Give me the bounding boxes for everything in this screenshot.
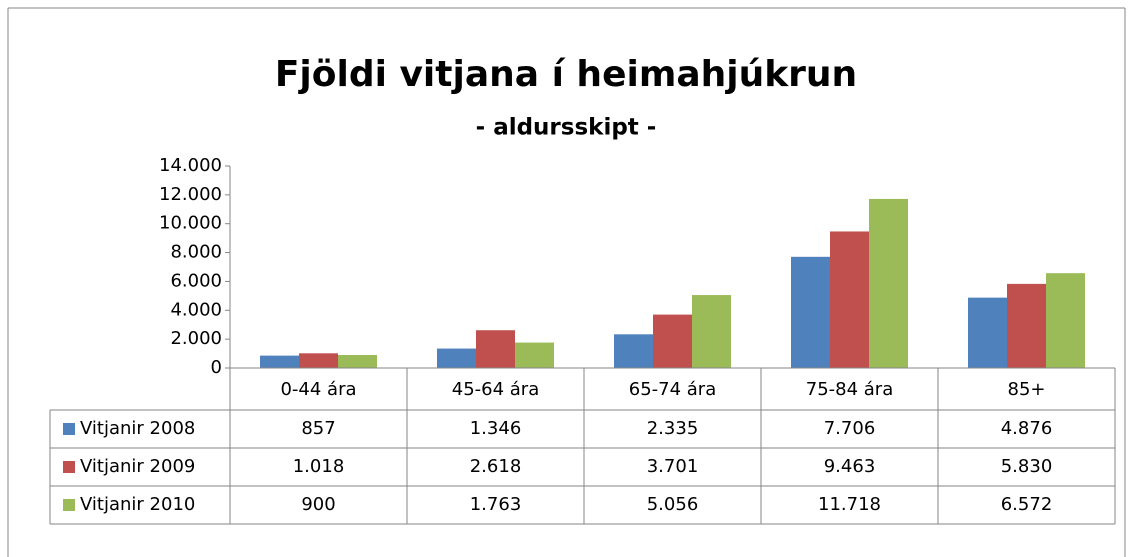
table-value: 857 (301, 418, 335, 439)
table-value: 4.876 (1001, 418, 1053, 439)
bar (830, 231, 869, 368)
table-value: 5.056 (647, 494, 699, 515)
legend-label: Vitjanir 2010 (80, 494, 195, 515)
bar (869, 198, 908, 368)
y-tick-label: 2.000 (170, 328, 222, 349)
bar (476, 330, 515, 368)
table-value: 900 (301, 494, 335, 515)
bar (515, 342, 554, 368)
y-tick-label: 4.000 (170, 299, 222, 320)
table-value: 1.346 (470, 418, 522, 439)
table-value: 2.618 (470, 456, 522, 477)
y-tick-label: 12.000 (159, 184, 222, 205)
bar (614, 334, 653, 368)
chart-title: Fjöldi vitjana í heimahjúkrun (275, 54, 857, 95)
table-value: 7.706 (824, 418, 876, 439)
chart-subtitle: - aldursskipt - (476, 115, 657, 141)
bar (968, 297, 1007, 368)
table-value: 5.830 (1001, 456, 1053, 477)
y-tick-label: 14.000 (159, 155, 222, 176)
y-tick-label: 6.000 (170, 270, 222, 291)
x-tick-label: 45-64 ára (452, 379, 540, 400)
bar (653, 314, 692, 368)
y-tick-label: 10.000 (159, 213, 222, 234)
table-value: 1.763 (470, 494, 522, 515)
legend-swatch (63, 423, 75, 435)
bar (437, 348, 476, 368)
bar (338, 355, 377, 368)
table-value: 9.463 (824, 456, 876, 477)
table-value: 6.572 (1001, 494, 1053, 515)
bar (1007, 283, 1046, 368)
table-value: 2.335 (647, 418, 699, 439)
legend-label: Vitjanir 2009 (80, 456, 195, 477)
x-tick-label: 0-44 ára (280, 379, 356, 400)
bar (692, 295, 731, 368)
table-value: 1.018 (293, 456, 345, 477)
x-tick-label: 75-84 ára (806, 379, 894, 400)
bar (299, 353, 338, 368)
table-value: 11.718 (818, 494, 881, 515)
bar (260, 355, 299, 368)
table-value: 3.701 (647, 456, 699, 477)
legend-swatch (63, 499, 75, 511)
legend-swatch (63, 461, 75, 473)
x-tick-label: 65-74 ára (629, 379, 717, 400)
x-tick-label: 85+ (1008, 379, 1046, 400)
y-tick-label: 8.000 (170, 242, 222, 263)
bar (1046, 273, 1085, 368)
y-tick-label: 0 (211, 357, 222, 378)
bar (791, 256, 830, 368)
legend-label: Vitjanir 2008 (80, 418, 195, 439)
